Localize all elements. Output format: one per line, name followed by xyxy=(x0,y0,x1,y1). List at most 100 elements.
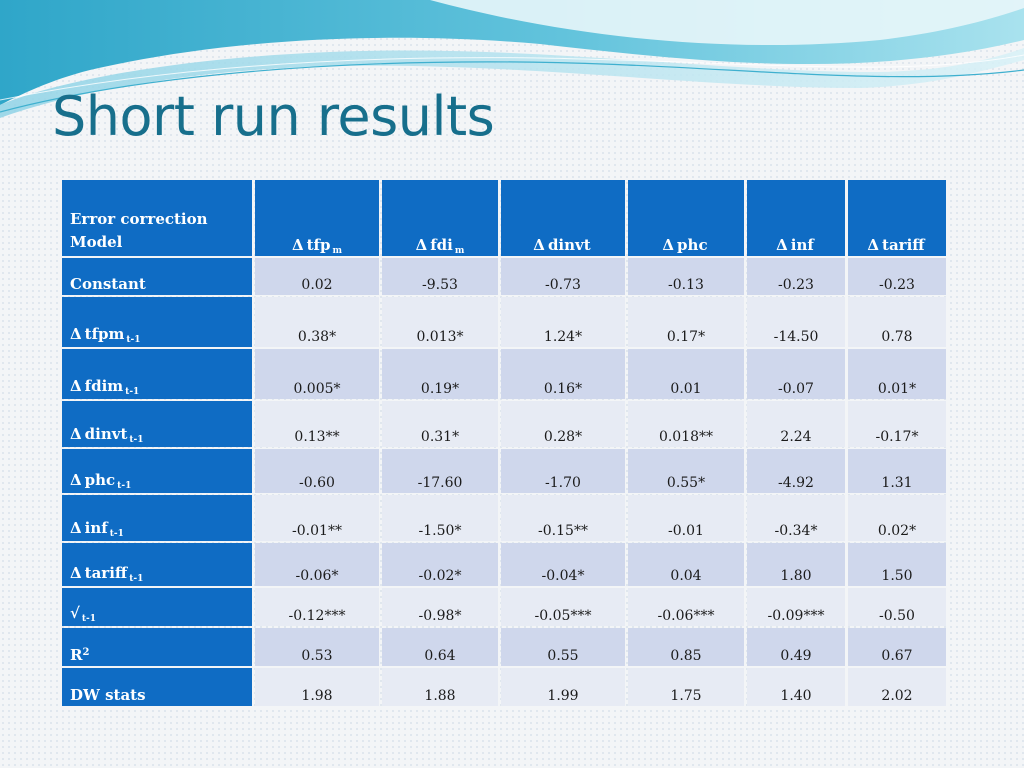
table-cell: 1.50 xyxy=(848,543,946,586)
table-cell: -0.34* xyxy=(747,495,845,541)
delta-symbol: Δ xyxy=(867,236,880,254)
table-cell: -0.09*** xyxy=(747,588,845,626)
table-cell: -0.06* xyxy=(255,543,379,586)
row-variable: fdim xyxy=(84,377,124,395)
delta-symbol: Δ xyxy=(533,236,545,254)
row-subscript: t-1 xyxy=(126,335,141,345)
table-cell: -0.04* xyxy=(501,543,625,586)
delta-symbol: Δ xyxy=(662,236,675,254)
table-cell: 0.005* xyxy=(255,349,379,399)
table-cell: -9.53 xyxy=(382,258,498,295)
column-subscript: m xyxy=(454,246,465,256)
table-cell: -0.98* xyxy=(382,588,498,626)
table-cell: -17.60 xyxy=(382,449,498,493)
table-row: √ t-1 -0.12*** -0.98* -0.05*** -0.06*** -0.09*… xyxy=(62,588,946,626)
table-cell: -0.07 xyxy=(747,349,845,399)
table-cell: 0.49 xyxy=(747,628,845,666)
row-label: DW stats xyxy=(62,668,252,706)
row-variable: tfpm xyxy=(84,325,125,343)
delta-symbol: Δ xyxy=(70,471,82,489)
delta-symbol: Δ xyxy=(291,236,304,254)
table-cell: 1.24* xyxy=(501,297,625,347)
row-variable: tariff xyxy=(84,564,128,582)
table-cell: 0.01 xyxy=(628,349,744,399)
table-cell: -14.50 xyxy=(747,297,845,347)
table-cell: -0.73 xyxy=(501,258,625,295)
table-cell: 0.04 xyxy=(628,543,744,586)
table-cell: -0.23 xyxy=(848,258,946,295)
row-superscript: 2 xyxy=(82,647,90,658)
table-cell: -0.12*** xyxy=(255,588,379,626)
table-cell: -0.05*** xyxy=(501,588,625,626)
table-cell: 0.64 xyxy=(382,628,498,666)
delta-symbol: Δ xyxy=(70,564,82,582)
table-cell: 0.67 xyxy=(848,628,946,666)
row-subscript: t-1 xyxy=(81,614,97,624)
table-cell: -1.50* xyxy=(382,495,498,541)
table-cell: 0.13** xyxy=(255,401,379,447)
table-cell: 0.16* xyxy=(501,349,625,399)
table-row: R2 0.53 0.64 0.55 0.85 0.49 0.67 xyxy=(62,628,946,666)
row-variable: dinvt xyxy=(84,425,128,443)
row-subscript: t-1 xyxy=(129,574,144,584)
delta-symbol: Δ xyxy=(776,236,788,254)
row-variable: inf xyxy=(84,519,108,537)
table-cell: -0.15** xyxy=(501,495,625,541)
delta-symbol: Δ xyxy=(415,236,428,254)
corner-header: Error correction Model xyxy=(62,180,252,256)
slide-title: Short run results xyxy=(52,85,495,148)
table-cell: 1.98 xyxy=(255,668,379,706)
table-cell: 0.17* xyxy=(628,297,744,347)
table-cell: 0.55* xyxy=(628,449,744,493)
row-label: √ t-1 xyxy=(62,588,252,626)
row-subscript: t-1 xyxy=(109,529,124,539)
table-cell: 1.99 xyxy=(501,668,625,706)
table-cell: 0.53 xyxy=(255,628,379,666)
table-cell: 0.018** xyxy=(628,401,744,447)
delta-symbol: Δ xyxy=(70,519,82,537)
table-cell: 0.01* xyxy=(848,349,946,399)
row-variable: √ xyxy=(70,604,80,622)
table-cell: -0.60 xyxy=(255,449,379,493)
table-cell: 2.02 xyxy=(848,668,946,706)
table-cell: 0.85 xyxy=(628,628,744,666)
table-cell: 1.88 xyxy=(382,668,498,706)
column-variable: fdi xyxy=(430,236,453,254)
table-cell: 0.28* xyxy=(501,401,625,447)
row-label: Constant xyxy=(62,258,252,295)
row-variable: R xyxy=(70,646,83,664)
row-subscript: t-1 xyxy=(117,481,132,491)
row-subscript: t-1 xyxy=(129,435,144,445)
delta-symbol: Δ xyxy=(70,425,82,443)
table-cell: 2.24 xyxy=(747,401,845,447)
table-cell: 1.31 xyxy=(848,449,946,493)
table-cell: 0.38* xyxy=(255,297,379,347)
column-variable: dinvt xyxy=(547,236,591,254)
table-cell: 0.19* xyxy=(382,349,498,399)
table-cell: -1.70 xyxy=(501,449,625,493)
wave-decoration xyxy=(0,0,1024,118)
table-cell: 0.78 xyxy=(848,297,946,347)
table-cell: 1.80 xyxy=(747,543,845,586)
table-cell: -0.06*** xyxy=(628,588,744,626)
row-subscript: t-1 xyxy=(125,387,140,397)
table-cell: -0.02* xyxy=(382,543,498,586)
